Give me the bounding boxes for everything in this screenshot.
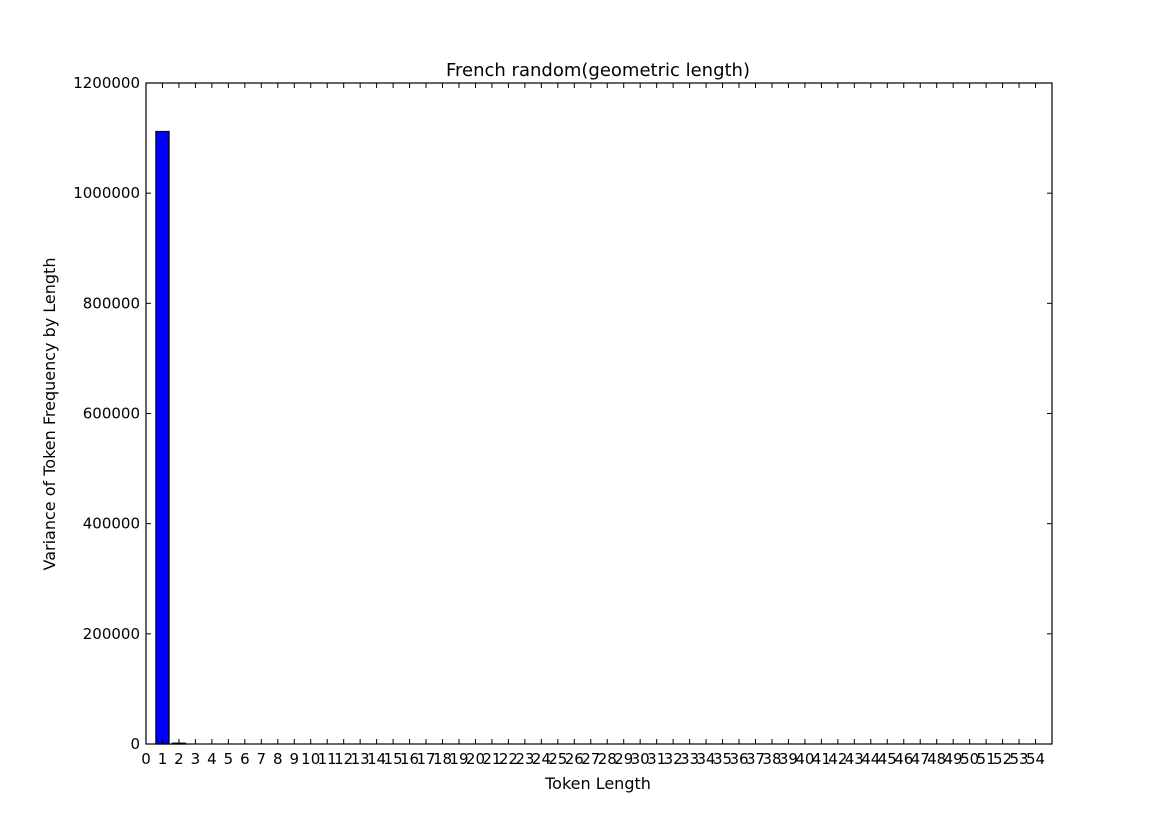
x-tick-label: 36 [729, 750, 748, 768]
x-tick-label: 50 [960, 750, 979, 768]
x-tick-label: 13 [351, 750, 370, 768]
x-tick-label: 41 [812, 750, 831, 768]
x-tick-label: 26 [565, 750, 584, 768]
x-tick-label: 6 [240, 750, 250, 768]
x-tick-label: 54 [1026, 750, 1045, 768]
x-tick-label: 42 [828, 750, 847, 768]
x-tick-label: 34 [697, 750, 716, 768]
x-tick-label: 11 [318, 750, 337, 768]
plot-frame [145, 82, 1053, 745]
x-tick-label: 31 [647, 750, 666, 768]
x-axis-label: Token Length [544, 774, 651, 793]
x-tick-label: 10 [301, 750, 320, 768]
x-tick-label: 47 [911, 750, 930, 768]
x-tick-label: 16 [400, 750, 419, 768]
y-tick-label: 1200000 [73, 74, 140, 92]
x-tick-label: 23 [515, 750, 534, 768]
x-tick-label: 18 [433, 750, 452, 768]
bar-1 [155, 130, 170, 745]
y-tick-label: 1000000 [73, 184, 140, 202]
x-tick-label: 39 [779, 750, 798, 768]
x-tick-label: 24 [532, 750, 551, 768]
x-tick-label: 21 [482, 750, 501, 768]
y-tick-label: 800000 [83, 294, 140, 312]
x-tick-label: 17 [416, 750, 435, 768]
x-axis: 0 1 2 3 4 5 6 7 8 9 101112131415161718192021222324… [141, 83, 1045, 768]
x-tick-label: 52 [993, 750, 1012, 768]
x-tick-label: 37 [746, 750, 765, 768]
chart-title: French random(geometric length) [446, 60, 750, 81]
x-tick-label: 44 [861, 750, 880, 768]
x-tick-label: 51 [977, 750, 996, 768]
x-tick-label: 46 [894, 750, 913, 768]
x-tick-label: 40 [795, 750, 814, 768]
x-tick-label: 45 [878, 750, 897, 768]
x-tick-label: 3 [191, 750, 201, 768]
x-tick-label: 32 [664, 750, 683, 768]
bars-group [155, 130, 187, 745]
x-tick-label: 5 [224, 750, 234, 768]
x-tick-label: 4 [207, 750, 217, 768]
x-tick-label: 43 [845, 750, 864, 768]
x-tick-label: 28 [598, 750, 617, 768]
x-tick-label: 2 [174, 750, 184, 768]
y-axis: 0 200000 400000 600000 800000 1000000 1200000 [73, 74, 1052, 753]
y-tick-label: 200000 [83, 625, 140, 643]
x-tick-label: 48 [927, 750, 946, 768]
x-tick-label: 33 [680, 750, 699, 768]
x-tick-label: 25 [548, 750, 567, 768]
y-tick-label: 400000 [83, 515, 140, 533]
y-tick-label: 600000 [83, 405, 140, 423]
x-tick-label: 53 [1010, 750, 1029, 768]
x-tick-label: 30 [631, 750, 650, 768]
x-tick-label: 12 [334, 750, 353, 768]
x-tick-label: 20 [466, 750, 485, 768]
x-tick-label: 1 [158, 750, 168, 768]
x-tick-label: 29 [614, 750, 633, 768]
x-tick-label: 14 [367, 750, 386, 768]
x-tick-label: 15 [384, 750, 403, 768]
x-tick-label: 9 [289, 750, 299, 768]
x-tick-label: 49 [944, 750, 963, 768]
x-tick-label: 19 [449, 750, 468, 768]
x-tick-label: 27 [581, 750, 600, 768]
y-tick-label: 0 [130, 735, 140, 753]
x-tick-label: 8 [273, 750, 283, 768]
y-axis-label: Variance of Token Frequency by Length [40, 258, 59, 571]
x-tick-label: 35 [713, 750, 732, 768]
x-tick-label: 0 [141, 750, 151, 768]
x-tick-label: 7 [257, 750, 267, 768]
x-tick-label: 22 [499, 750, 518, 768]
x-tick-label: 38 [762, 750, 781, 768]
